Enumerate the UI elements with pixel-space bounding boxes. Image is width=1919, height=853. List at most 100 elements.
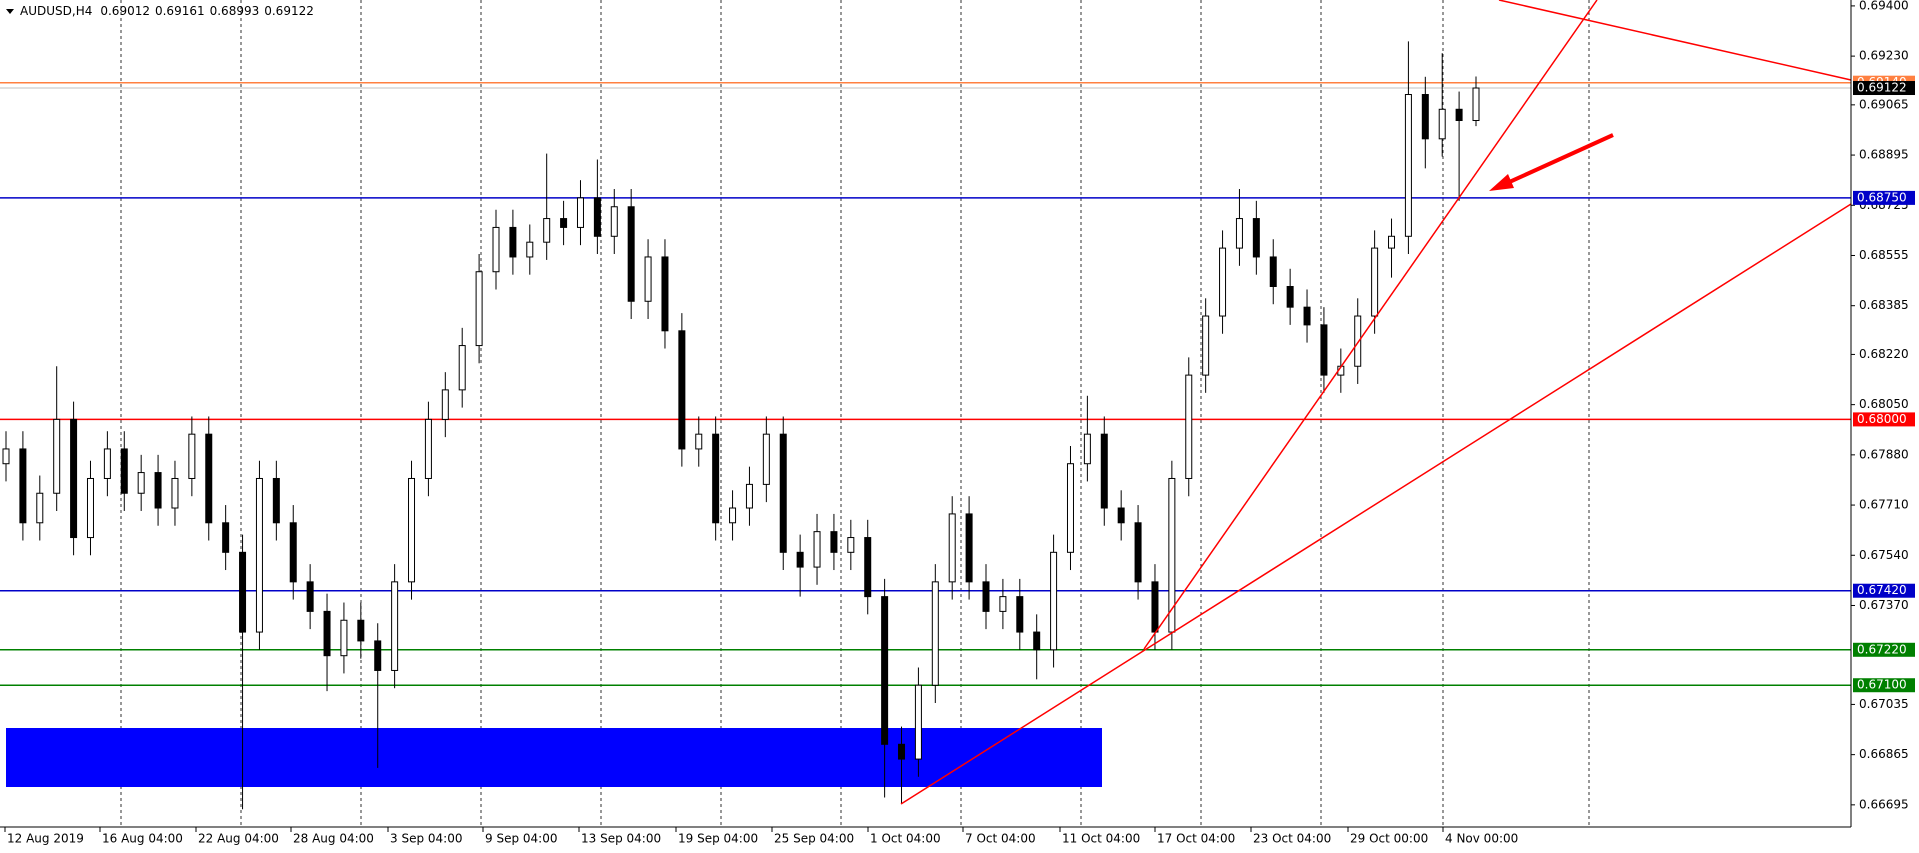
level-label-box xyxy=(1853,190,1915,205)
candle-body xyxy=(53,418,61,494)
candle-body xyxy=(881,596,889,745)
open: 0.69012 xyxy=(100,4,150,18)
y-tick-label: 0.69400 xyxy=(1859,0,1909,12)
candle-body xyxy=(712,433,720,524)
candle-body xyxy=(1151,581,1159,633)
x-tick-label: 28 Aug 04:00 xyxy=(293,832,374,846)
drawings xyxy=(900,0,1852,805)
candle-body xyxy=(543,218,551,243)
candle-body xyxy=(1235,218,1243,249)
x-tick-label: 16 Aug 04:00 xyxy=(102,832,183,846)
y-tick-label: 0.68895 xyxy=(1859,148,1909,162)
level-label: 0.67100 xyxy=(1857,678,1907,692)
candle-body xyxy=(424,418,432,479)
candle-body xyxy=(1016,596,1024,633)
candle-body xyxy=(695,433,703,450)
candle-body xyxy=(475,271,483,347)
candle-body xyxy=(289,522,297,583)
candle-body xyxy=(1269,256,1277,287)
x-tick-label: 4 Nov 00:00 xyxy=(1445,832,1518,846)
high: 0.69161 xyxy=(155,4,205,18)
candle-body xyxy=(222,522,230,553)
candle-body xyxy=(391,581,399,671)
low: 0.68993 xyxy=(210,4,260,18)
candle-body xyxy=(779,433,787,553)
candle-body xyxy=(948,513,956,583)
y-tick-label: 0.68385 xyxy=(1859,298,1909,312)
candle-body xyxy=(1134,522,1142,583)
candle-body xyxy=(526,241,534,258)
level-label-box xyxy=(1853,583,1915,598)
time-axis: 12 Aug 2019 16 Aug 04:00 22 Aug 04:00 28 Au… xyxy=(4,827,1518,846)
x-tick-label: 9 Sep 04:00 xyxy=(485,832,557,846)
candle-body xyxy=(306,581,314,612)
candle-body xyxy=(1185,374,1193,479)
y-tick-label: 0.66695 xyxy=(1859,797,1909,811)
candle-body xyxy=(678,330,686,450)
arrow-head xyxy=(1489,174,1514,191)
y-tick-label: 0.66865 xyxy=(1859,747,1909,761)
y-tick-label: 0.67035 xyxy=(1859,697,1909,711)
trend-line xyxy=(1143,0,1598,650)
header-icon xyxy=(6,9,14,14)
candle-body xyxy=(1286,285,1294,308)
x-tick-label: 7 Oct 04:00 xyxy=(965,832,1036,846)
level-label-box xyxy=(1853,642,1915,657)
close: 0.69122 xyxy=(264,4,314,18)
candle-body xyxy=(272,477,280,524)
candle-body xyxy=(458,345,466,391)
level-label: 0.68750 xyxy=(1857,190,1907,204)
candle-body xyxy=(154,472,162,509)
arrow-shaft xyxy=(1504,133,1614,186)
y-tick-label: 0.67710 xyxy=(1859,498,1909,512)
candle-body xyxy=(1404,94,1412,237)
y-tick-label: 0.67540 xyxy=(1859,548,1909,562)
candle-body xyxy=(1472,87,1480,122)
candle-body xyxy=(560,218,568,228)
x-tick-label: 3 Sep 04:00 xyxy=(390,832,462,846)
candle-body xyxy=(661,256,669,332)
level-label: 0.68000 xyxy=(1857,412,1907,426)
candle-body xyxy=(509,226,517,258)
trend-line xyxy=(900,203,1852,805)
candles xyxy=(2,41,1480,810)
candle-body xyxy=(914,684,922,760)
x-tick-label: 29 Oct 00:00 xyxy=(1350,832,1428,846)
candle-body xyxy=(1033,631,1041,651)
x-tick-label: 19 Sep 04:00 xyxy=(678,832,758,846)
candle-body xyxy=(999,596,1007,612)
support-zone xyxy=(6,728,1102,787)
candle-body xyxy=(357,619,365,642)
symbol: AUDUSD,H4 xyxy=(20,4,92,18)
x-tick-label: 13 Sep 04:00 xyxy=(581,832,661,846)
candle-body xyxy=(137,472,145,494)
header-text: AUDUSD,H4 0.69012 0.69161 0.68993 0.69122 xyxy=(20,4,314,18)
candle-body xyxy=(864,537,872,598)
candle-body xyxy=(1303,306,1311,326)
candle-body xyxy=(1421,94,1429,140)
candle-body xyxy=(1388,235,1396,249)
price-axis: 0.694000.692300.690650.688950.687250.685… xyxy=(1851,0,1915,811)
x-tick-label: 12 Aug 2019 xyxy=(7,832,84,846)
candle-body xyxy=(1202,315,1210,376)
x-tick-label: 1 Oct 04:00 xyxy=(870,832,941,846)
candle-body xyxy=(576,197,584,228)
candle-body xyxy=(745,483,753,509)
x-tick-label: 22 Aug 04:00 xyxy=(198,832,279,846)
y-tick-label: 0.69065 xyxy=(1859,97,1909,111)
candle-body xyxy=(2,448,10,465)
x-tick-label: 17 Oct 04:00 xyxy=(1157,832,1235,846)
candle-body xyxy=(1354,315,1362,367)
header: AUDUSD,H4 0.69012 0.69161 0.68993 0.69122 xyxy=(6,4,314,18)
candle-body xyxy=(492,226,500,273)
trend-line xyxy=(1498,0,1852,81)
price-label-box xyxy=(1853,81,1915,96)
candle-body xyxy=(1320,324,1328,376)
y-tick-label: 0.67370 xyxy=(1859,598,1909,612)
candle-body xyxy=(1438,108,1446,140)
candle-body xyxy=(965,513,973,583)
candle-body xyxy=(86,477,94,539)
candle-body xyxy=(644,256,652,302)
